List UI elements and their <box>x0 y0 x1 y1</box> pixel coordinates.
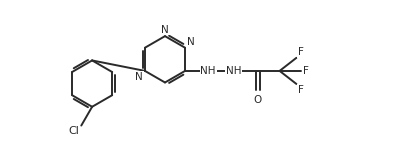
Text: O: O <box>254 95 262 105</box>
Text: N: N <box>135 72 143 82</box>
Text: F: F <box>298 85 304 95</box>
Text: N: N <box>161 25 169 35</box>
Text: N: N <box>187 37 194 47</box>
Text: Cl: Cl <box>69 126 79 136</box>
Text: NH: NH <box>200 66 216 76</box>
Text: F: F <box>298 47 304 57</box>
Text: NH: NH <box>226 66 241 76</box>
Text: F: F <box>303 66 309 76</box>
